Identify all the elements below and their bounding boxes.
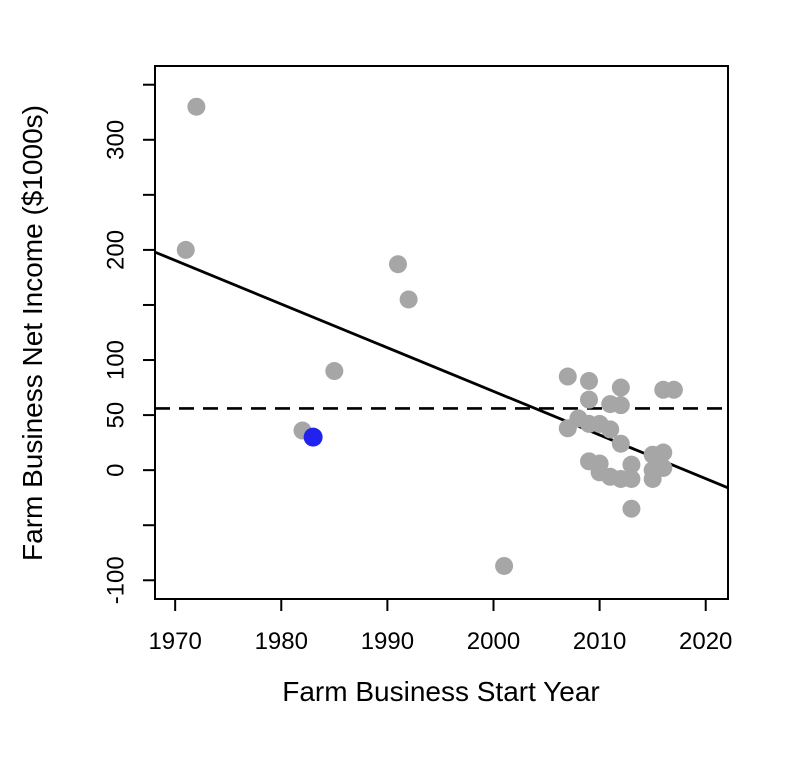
data-point (622, 499, 641, 518)
data-point (622, 455, 641, 474)
x-tick-label: 2020 (679, 628, 732, 655)
x-axis-title: Farm Business Start Year (282, 676, 599, 707)
data-point (654, 443, 673, 462)
y-tick-label: 200 (103, 230, 130, 270)
data-point (579, 390, 598, 409)
highlighted-data-point (303, 427, 323, 447)
data-point (611, 396, 630, 415)
y-tick-label: 100 (103, 340, 130, 380)
data-point (558, 367, 577, 386)
x-tick-label: 2010 (573, 628, 626, 655)
x-tick-label: 1980 (255, 628, 308, 655)
y-tick-label: 0 (103, 463, 130, 476)
data-point (495, 556, 514, 575)
trend-line (154, 250, 729, 490)
data-point (187, 97, 206, 116)
y-axis-title: Farm Business Net Income ($1000s) (17, 105, 48, 561)
data-point (399, 290, 418, 309)
data-point (558, 419, 577, 438)
plot-box (154, 65, 729, 600)
data-point (325, 362, 344, 381)
data-point (664, 380, 683, 399)
data-point (579, 371, 598, 390)
data-point (601, 420, 620, 439)
data-point (611, 378, 630, 397)
x-tick-label: 1990 (361, 628, 414, 655)
y-tick-label: 300 (103, 120, 130, 160)
x-tick-label: 2000 (467, 628, 520, 655)
x-tick-label: 1970 (148, 628, 201, 655)
data-point (611, 434, 630, 453)
data-point (176, 240, 195, 259)
y-tick-label: 50 (103, 402, 130, 429)
data-point (622, 469, 641, 488)
data-point (643, 469, 662, 488)
y-tick-label: -100 (103, 556, 130, 604)
data-point (388, 255, 407, 274)
